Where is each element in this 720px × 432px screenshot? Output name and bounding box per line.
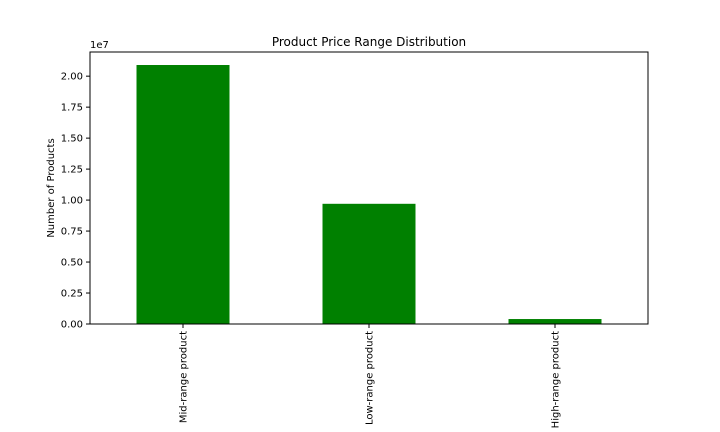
y-axis-label: Number of Products [46, 138, 57, 237]
x-tick-label-0: Mid-range product [179, 331, 190, 423]
x-tick-label-1: Low-range product [365, 331, 376, 425]
y-tick-label-7: 1.75 [61, 103, 83, 114]
y-axis-offset-label: 1e7 [90, 40, 109, 51]
x-ticks-group: Mid-range product Low-range product High-r… [179, 324, 562, 428]
y-tick-label-1: 0.25 [61, 289, 83, 300]
y-tick-label-4: 1.00 [61, 196, 83, 207]
bar-1 [322, 203, 416, 324]
chart-title: Product Price Range Distribution [272, 35, 466, 49]
y-tick-label-8: 2.00 [61, 72, 83, 83]
y-tick-label-6: 1.50 [61, 134, 83, 145]
y-tick-label-0: 0.00 [61, 320, 83, 331]
plot-frame [89, 51, 649, 325]
bar-0 [136, 65, 230, 325]
y-tick-label-2: 0.50 [61, 258, 83, 269]
bar-2 [508, 319, 602, 324]
y-tick-label-3: 0.75 [61, 227, 83, 238]
x-tick-label-2: High-range product [551, 331, 562, 428]
bars-group [136, 65, 602, 325]
y-ticks-group: 0.00 0.25 0.50 0.75 1.00 1.25 1.50 1.75 2.00 [61, 72, 90, 331]
y-tick-label-5: 1.25 [61, 165, 83, 176]
